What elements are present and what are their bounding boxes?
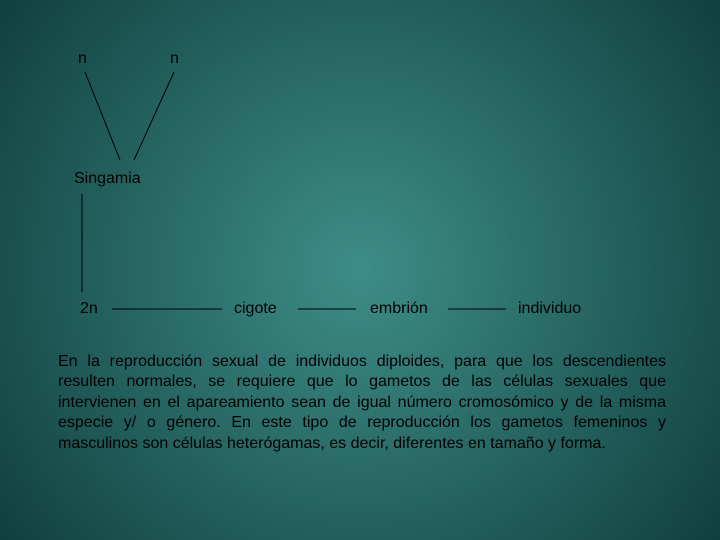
- content-layer: n n Singamia 2n cigote embrión individuo En la …: [0, 0, 720, 540]
- node-n_left: n: [78, 50, 87, 68]
- description-paragraph: En la reproducción sexual de individuos …: [58, 352, 666, 454]
- node-two_n: 2n: [80, 300, 98, 318]
- node-embrion: embrión: [370, 300, 428, 318]
- node-singamia: Singamia: [74, 170, 141, 188]
- node-cigote: cigote: [234, 300, 277, 318]
- node-individuo: individuo: [518, 300, 581, 318]
- node-n_right: n: [170, 50, 179, 68]
